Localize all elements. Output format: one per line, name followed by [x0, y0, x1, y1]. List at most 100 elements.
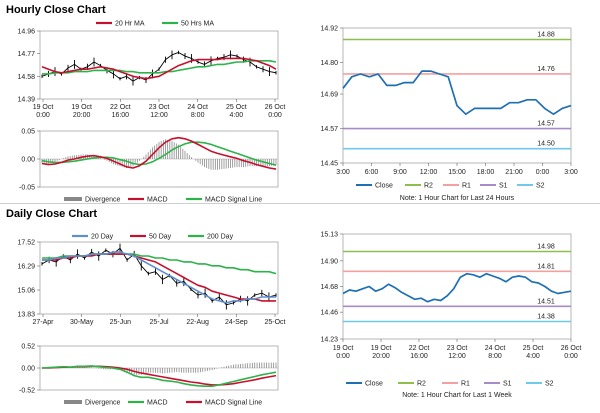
price-line-segment [184, 55, 192, 59]
price-line-segment [67, 64, 75, 69]
price-line-segment [74, 64, 82, 70]
x-tick-label: 4:00 [526, 353, 540, 360]
x-tick-label: 24 Oct [485, 345, 506, 352]
legend-label: MACD Signal Line [205, 400, 262, 407]
price-line-segment [87, 61, 95, 68]
daily-macd-chart: 0.52 0.00 -0.52 Divergence MACD MACD Signal L… [19, 344, 279, 407]
hourly-price-panel: 14.96 14.77 14.58 14.39 19 Oct 0:00 19 Oct 20:0… [0, 17, 290, 127]
y-tick-label: 14.46 [320, 310, 338, 317]
legend-label: Divergence [85, 400, 121, 407]
price-line-segment [254, 292, 262, 296]
x-tick-label: 25 Oct [226, 104, 247, 111]
x-tick-label: 25-Jun [110, 319, 132, 326]
x-tick-label: 22 Oct [110, 104, 131, 111]
legend-label: R1 [462, 183, 471, 190]
legend-label: S1 [499, 183, 508, 190]
r1-level-label: 14.76 [537, 66, 555, 73]
x-tick-label: 16:00 [112, 112, 130, 119]
x-tick-label: 20:00 [372, 353, 390, 360]
legend-label: 20 Hr MA [115, 21, 145, 28]
macd-line [41, 136, 277, 170]
x-tick-label: 25 Oct [523, 345, 544, 352]
y-tick-label: 14.77 [17, 51, 35, 58]
x-tick-label: 23 Oct [149, 104, 170, 111]
y-tick-label: 14.23 [320, 337, 338, 344]
s1-level-label: 14.51 [537, 298, 555, 305]
price-line-segment [162, 275, 170, 280]
x-tick-label: 12:00 [420, 169, 438, 176]
legend-label: MACD [147, 197, 168, 204]
x-tick-label: 0:00 [536, 169, 550, 176]
x-tick-label: 12:00 [150, 112, 168, 119]
legend-label: 200 Day [207, 234, 234, 241]
section-divider [0, 203, 600, 204]
price-line-segment [256, 66, 264, 70]
hourly-macd-chart: 0.05 0.00 -0.05 Divergence MACD MACD Signal L… [19, 129, 279, 204]
hourly-section-title: Hourly Close Chart [6, 4, 106, 16]
y-tick-label: 15.06 [17, 288, 35, 295]
y-tick-label: 17.52 [17, 240, 35, 247]
y-tick-label: 14.96 [17, 29, 35, 36]
y-tick-label: 0.05 [21, 129, 35, 136]
price-line-segment [98, 249, 107, 257]
macd-signal-line-line [41, 141, 277, 166]
legend-label: MACD [147, 400, 168, 407]
price-line-segment [178, 52, 186, 57]
daily-section-title: Daily Close Chart [6, 208, 98, 220]
y-tick-label: 14.92 [320, 26, 338, 33]
legend-label: S2 [545, 381, 554, 388]
x-tick-label: 25-Oct [264, 319, 285, 326]
macd-line [41, 365, 277, 388]
x-tick-label: 19 Oct [71, 104, 92, 111]
y-tick-label: -0.52 [19, 388, 35, 395]
legend-swatch [64, 400, 82, 404]
price-line-segment [165, 54, 173, 60]
price-line-segment [132, 77, 140, 82]
x-tick-label: 16:00 [410, 353, 428, 360]
price-line-segment [176, 280, 184, 284]
x-tick-label: 22-Aug [186, 319, 209, 326]
x-tick-label: 8:00 [191, 112, 205, 119]
legend-label: Close [365, 381, 383, 388]
x-tick-label: 19 Oct [371, 345, 392, 352]
y-tick-label: 14.68 [320, 284, 338, 291]
x-tick-label: 9:00 [393, 169, 407, 176]
price-line-segment [247, 294, 256, 302]
x-tick-label: 0:00 [36, 112, 50, 119]
price-line-segment [126, 75, 134, 82]
daily-price-panel: 17.52 16.29 15.06 13.83 27-Apr 30-May 25-Jun 25… [0, 228, 290, 340]
y-tick-label: 0.00 [21, 366, 35, 373]
hourly-macd-panel: 0.05 0.00 -0.05 Divergence MACD MACD Signal L… [0, 125, 290, 205]
x-tick-label: 15:00 [448, 169, 466, 176]
daily-week-chart: 15.13 14.90 14.68 14.46 14.23 14.98 14.81 14.51… [320, 232, 581, 400]
price-line-segment [269, 71, 277, 74]
x-tick-label: 24 Oct [187, 104, 208, 111]
50-hrs-ma-line [42, 59, 277, 75]
macd-signal-line-line [42, 365, 277, 386]
r1-level-label: 14.81 [537, 263, 555, 270]
price-line-segment [112, 247, 121, 255]
y-tick-label: 14.90 [320, 258, 338, 265]
price-line-segment [93, 61, 101, 66]
x-tick-label: 12:00 [448, 353, 466, 360]
x-tick-label: 23 Oct [447, 345, 468, 352]
x-tick-label: 24-Sep [225, 319, 248, 326]
price-line-segment [140, 265, 149, 274]
hourly-24h-panel: 14.92 14.80 14.69 14.57 14.45 14.88 14.76 14.57… [308, 24, 600, 206]
x-tick-label: 27-Apr [32, 319, 54, 326]
price-line-segment [217, 56, 225, 59]
s2-level-label: 14.38 [537, 314, 555, 321]
x-tick-label: 4:00 [230, 112, 244, 119]
x-tick-label: 3:00 [564, 169, 578, 176]
legend-label: Divergence [85, 197, 121, 204]
price-line-segment [171, 52, 179, 56]
chart-note: Note: 1 Hour Chart for Last 1 Week [402, 392, 512, 399]
r2-level-label: 14.88 [537, 31, 555, 38]
legend-swatch [64, 197, 82, 201]
x-tick-label: 19 Oct [33, 104, 54, 111]
s2-level-label: 14.50 [537, 141, 555, 148]
y-tick-label: 0.52 [21, 344, 35, 351]
legend-label: 20 Day [91, 234, 114, 241]
hourly-24h-chart: 14.92 14.80 14.69 14.57 14.45 14.88 14.76 14.57… [320, 26, 578, 203]
